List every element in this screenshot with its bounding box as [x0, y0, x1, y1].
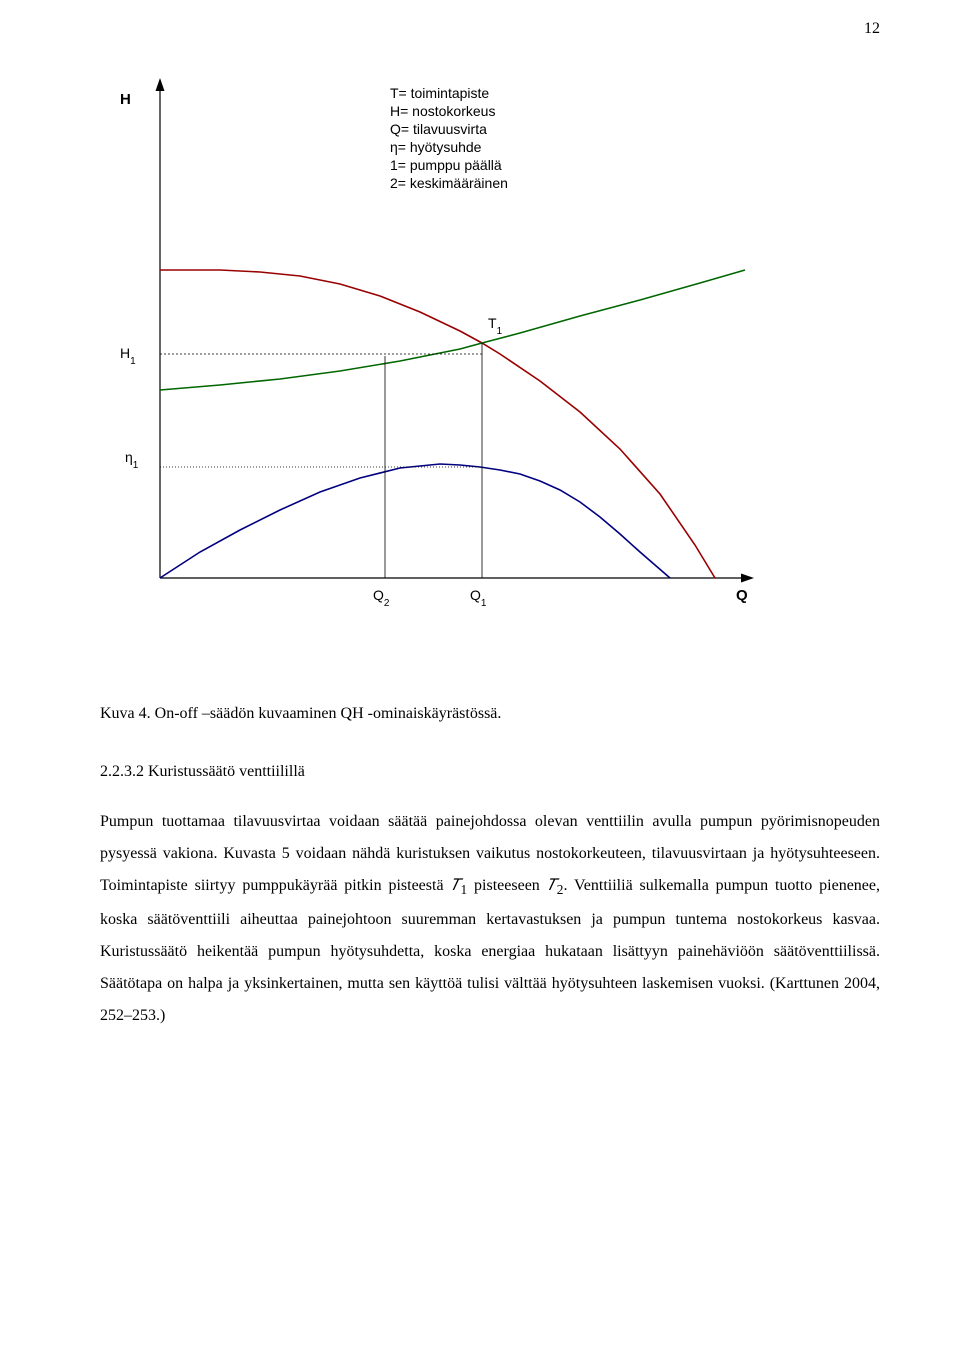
body-text-fragment: . Venttiiliä sulkemalla pumpun tuotto pi…: [100, 877, 880, 1024]
body-paragraph: Pumpun tuottamaa tilavuusvirtaa voidaan …: [100, 806, 880, 1032]
svg-text:Q= tilavuusvirta: Q= tilavuusvirta: [390, 121, 487, 137]
sym-t: 𝑇: [547, 877, 557, 894]
svg-text:η1: η1: [125, 449, 139, 471]
svg-text:Q: Q: [736, 587, 748, 604]
svg-text:T1: T1: [488, 315, 503, 337]
chart-svg: H Q T= toimintapiste H= nostokorkeus Q= tila…: [100, 60, 770, 620]
svg-text:H= nostokorkeus: H= nostokorkeus: [390, 103, 495, 119]
page-number: 12: [864, 20, 880, 38]
svg-text:T= toimintapiste: T= toimintapiste: [390, 85, 489, 101]
svg-text:Q1: Q1: [470, 587, 487, 609]
symbol-T1: 𝑇1: [450, 877, 467, 894]
pump-chart: H Q T= toimintapiste H= nostokorkeus Q= tila…: [100, 60, 770, 620]
svg-text:η= hyötysuhde: η= hyötysuhde: [390, 139, 482, 155]
svg-text:2= keskimääräinen: 2= keskimääräinen: [390, 175, 508, 191]
svg-text:Q2: Q2: [373, 587, 390, 609]
svg-text:1= pumppu päällä: 1= pumppu päällä: [390, 157, 502, 173]
svg-text:H: H: [120, 91, 131, 108]
body-text-fragment: pisteeseen: [467, 877, 546, 894]
figure-caption: Kuva 4. On-off –säädön kuvaaminen QH -om…: [100, 705, 880, 723]
symbol-T2: 𝑇2: [547, 877, 564, 894]
sym-t: 𝑇: [450, 877, 460, 894]
svg-text:H1: H1: [120, 345, 136, 367]
section-heading: 2.2.3.2 Kuristussäätö venttiilillä: [100, 763, 880, 781]
